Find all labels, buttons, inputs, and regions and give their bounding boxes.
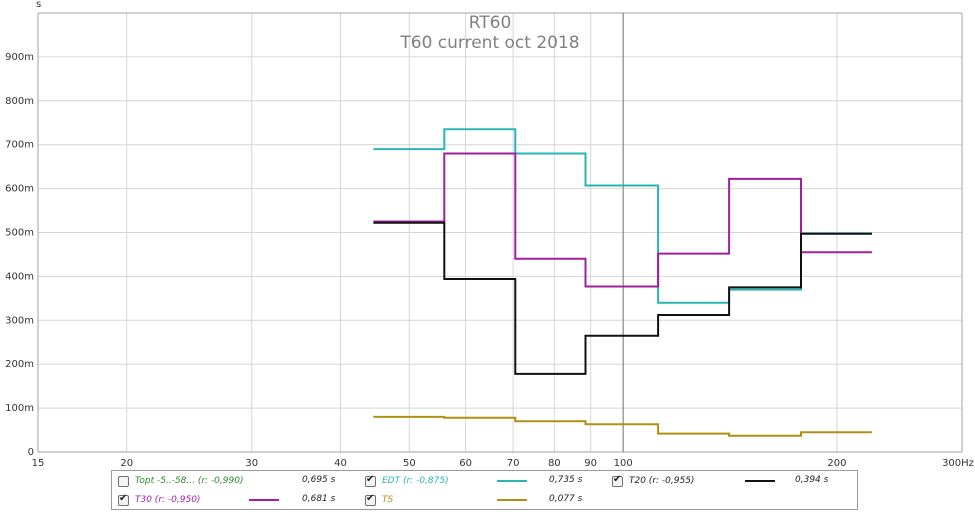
legend-value: 0,695 s [302,475,336,485]
y-tick-label: 900m [5,52,34,63]
legend-item-topt[interactable]: Topt -5..-58... (r: -0,990) [118,473,243,489]
chart-title: RT60 [469,13,512,33]
y-tick-label: 200m [5,359,34,370]
x-tick-label: 80 [548,458,561,469]
chart-subtitle: T60 current oct 2018 [399,33,579,53]
legend-line-ts [497,499,527,501]
y-axis-tick-labels: 0 100m 200m 300m 400m 500m 600m 700m 800m 900m [5,52,34,458]
legend-value: 0,681 s [302,494,336,504]
x-tick-label: 60 [459,458,472,469]
y-tick-label: 400m [5,271,34,282]
x-tick-label: 20 [120,458,133,469]
x-tick-label: 200 [827,458,846,469]
legend-label: EDT (r: -0,875) [382,476,449,486]
x-tick-label: 70 [507,458,520,469]
x-tick-label: 300Hz [942,458,974,469]
y-tick-label: 600m [5,184,34,195]
x-tick-label: 30 [245,458,258,469]
x-tick-label: 100 [614,458,633,469]
legend-label: Topt -5..-58... (r: -0,990) [135,476,244,486]
legend-item-t30[interactable]: T30 (r: -0,950) [118,492,200,508]
series-line-t30 [373,152,872,288]
y-tick-label: 100m [5,403,34,414]
t30-checkbox[interactable] [118,493,129,506]
x-tick-label: 50 [403,458,416,469]
series-line-t20 [373,221,872,375]
series-line-ts [373,415,872,437]
series-layer [373,128,872,437]
edt-checkbox[interactable] [365,474,376,487]
y-tick-label: 800m [5,96,34,107]
series-line-edt [373,128,872,304]
legend-label: T20 (r: -0,955) [629,476,695,486]
legend-value: 0,077 s [549,494,583,504]
y-tick-label: 300m [5,315,34,326]
topt-checkbox[interactable] [118,475,129,487]
legend-value: 0,394 s [795,475,829,485]
x-axis-tick-labels: 15 20 30 40 50 60 70 80 90 100 200 300Hz [32,458,974,469]
x-tick-label: 40 [334,458,347,469]
y-tick-label: 0 [28,447,34,458]
legend-line-t20 [745,480,775,482]
legend-label: T30 (r: -0,950) [135,495,201,505]
legend-line-edt [497,480,527,482]
legend-value: 0,735 s [549,475,583,485]
plot-area [37,12,963,453]
x-tick-label: 90 [584,458,597,469]
legend: Topt -5..-58... (r: -0,990) 0,695 s EDT … [111,470,858,510]
legend-item-edt[interactable]: EDT (r: -0,875) [365,473,449,489]
x-tick-label: 15 [32,458,45,469]
legend-item-ts[interactable]: TS [365,492,393,508]
y-tick-label: 700m [5,140,34,151]
ts-checkbox[interactable] [365,493,376,506]
y-tick-label: 500m [5,228,34,239]
y-axis-label: s [36,0,41,10]
legend-line-t30 [249,499,279,501]
t20-checkbox[interactable] [612,474,623,487]
legend-label: TS [382,495,394,505]
legend-item-t20[interactable]: T20 (r: -0,955) [612,473,694,489]
